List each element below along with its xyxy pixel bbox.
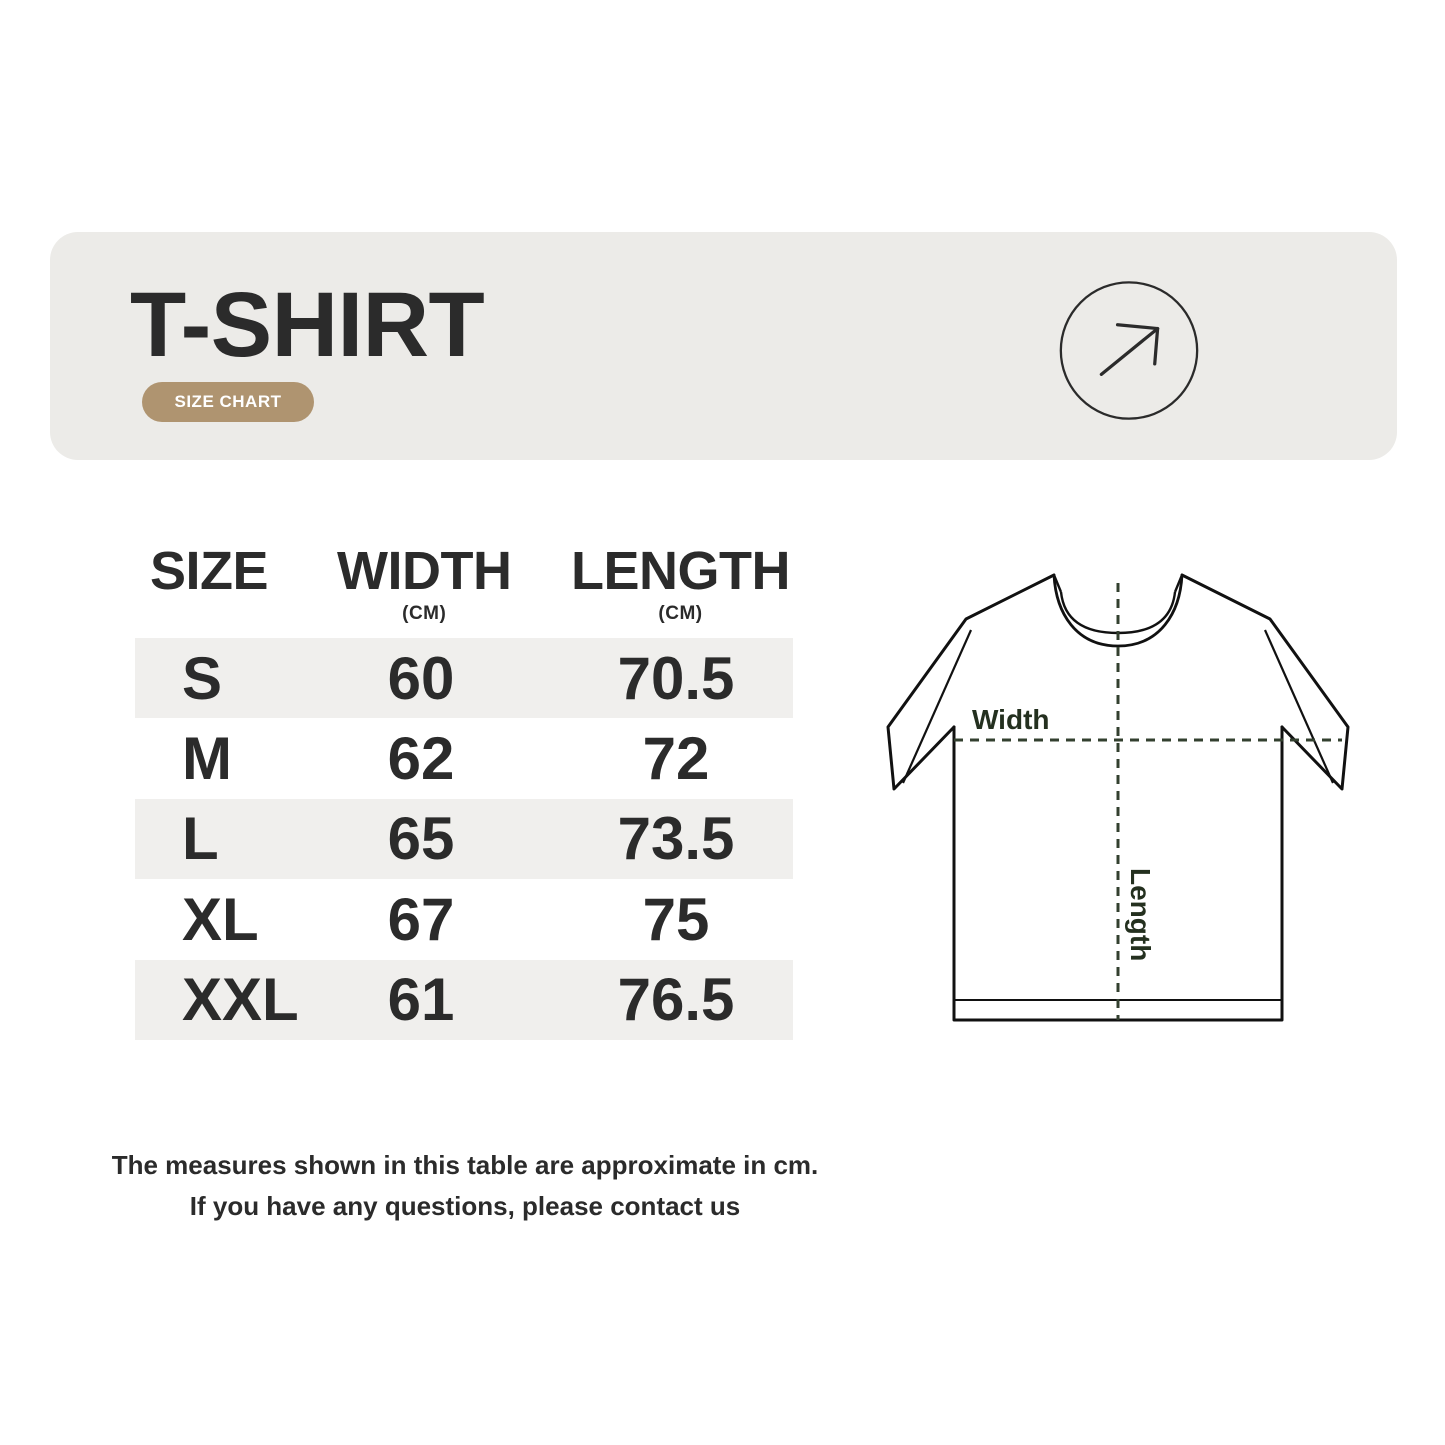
svg-text:Length: Length	[1125, 868, 1156, 961]
svg-text:Width: Width	[972, 704, 1050, 735]
